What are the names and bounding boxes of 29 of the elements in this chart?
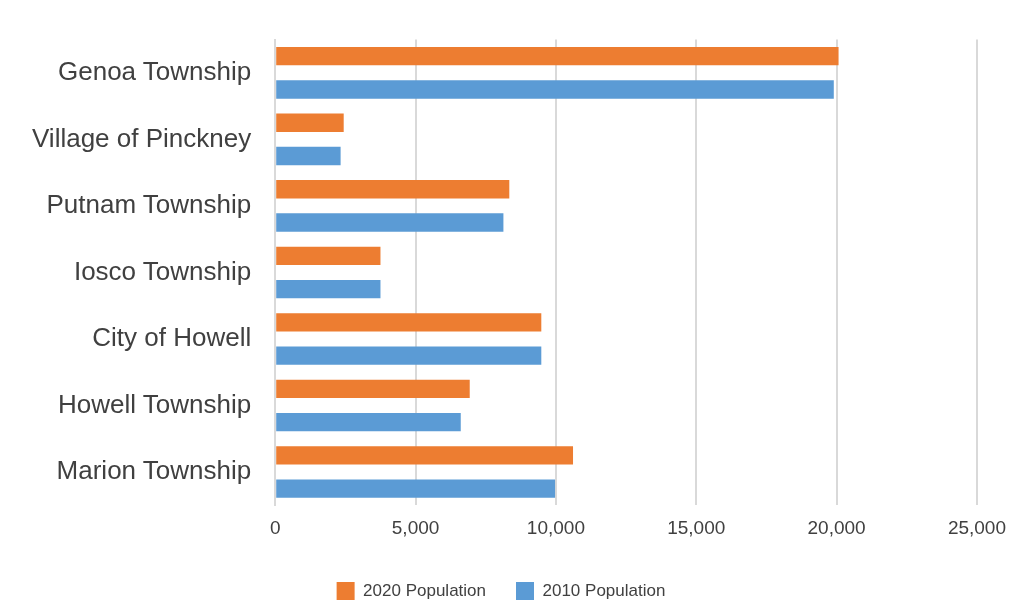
x-tick-label: 25,000 (947, 516, 1007, 538)
y-tick-label: Village of Pinckney (31, 122, 252, 153)
y-tick-label: City of Howell (92, 322, 252, 353)
x-tick-label: 5,000 (391, 516, 440, 538)
bar (276, 279, 381, 299)
y-tick-label: Marion Township (56, 455, 252, 486)
y-tick-label: Iosco Township (73, 255, 252, 286)
y-tick-label: Howell Township (58, 388, 252, 419)
bar (276, 180, 510, 199)
x-tick-label: 15,000 (667, 516, 726, 538)
y-tick-label: Putnam Township (46, 189, 252, 220)
x-tick-label: 20,000 (807, 516, 866, 538)
bar (276, 113, 344, 132)
x-tick-label: 0 (269, 516, 281, 538)
bar (276, 346, 542, 365)
bar (276, 479, 556, 498)
bar (276, 213, 504, 232)
bar (276, 412, 461, 432)
y-tick-label: Genoa Township (57, 56, 252, 87)
bar (276, 47, 839, 66)
legend-label: 2010 Population (542, 580, 666, 600)
x-tick-label: 10,000 (526, 516, 585, 538)
bar (276, 146, 341, 166)
bar (276, 379, 470, 398)
bar (276, 80, 834, 99)
bar (276, 313, 542, 332)
legend-label: 2020 Population (363, 580, 487, 600)
bar (276, 446, 574, 465)
bar (276, 246, 381, 265)
